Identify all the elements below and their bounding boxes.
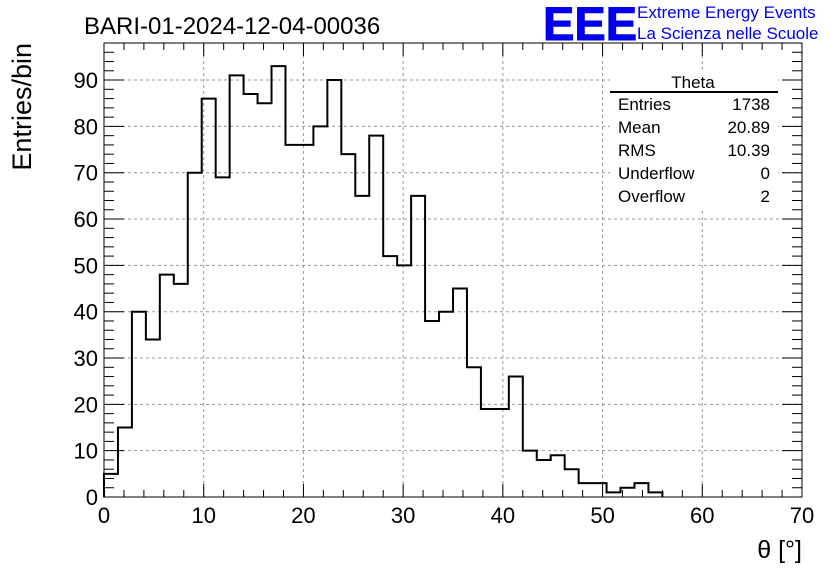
histogram-bin	[593, 483, 607, 497]
x-tick-label: 10	[191, 503, 215, 528]
x-tick-label: 20	[291, 503, 315, 528]
eee-logo: EEE Extreme Energy Events La Scienza nel…	[543, 0, 819, 51]
stats-label: Entries	[618, 95, 671, 114]
x-tick-label: 40	[491, 503, 515, 528]
histogram-bin	[523, 451, 537, 497]
histogram-bin	[341, 154, 355, 497]
y-tick-label: 70	[74, 161, 98, 186]
y-tick-label: 90	[74, 68, 98, 93]
y-tick-label: 60	[74, 207, 98, 232]
histogram-bin	[537, 460, 551, 497]
stats-label: Underflow	[618, 164, 695, 183]
x-tick-label: 60	[690, 503, 714, 528]
stats-title: Theta	[671, 73, 715, 92]
histogram-outline	[103, 65, 664, 497]
histogram-bin	[397, 265, 411, 497]
histogram-bin	[579, 483, 593, 497]
chart-title: BARI-01-2024-12-04-00036	[84, 13, 380, 40]
axis-ticks	[103, 43, 803, 498]
eee-logo-mark: EEE	[543, 0, 637, 50]
x-tick-labels: 0 10 20 30 40 50 60 70	[98, 503, 814, 528]
histogram-bin	[272, 66, 286, 497]
histogram-bin	[104, 474, 118, 497]
histogram-bin	[411, 196, 425, 497]
stats-value: 10.39	[727, 141, 770, 160]
stats-box: Theta Entries 1738 Mean 20.89 RMS 10.39 Underf…	[610, 72, 778, 210]
grid-lines	[104, 43, 802, 497]
x-tick-label: 50	[590, 503, 614, 528]
y-tick-label: 50	[74, 253, 98, 278]
y-tick-label: 80	[74, 114, 98, 139]
stats-value: 20.89	[727, 118, 770, 137]
stats-label: Mean	[618, 118, 661, 137]
histogram-bin	[299, 145, 313, 497]
y-tick-label: 30	[74, 346, 98, 371]
histogram-bin	[160, 275, 174, 497]
histogram-bin	[230, 75, 244, 497]
histogram-bin	[118, 428, 132, 497]
y-axis-label: Entries/bin	[7, 43, 37, 171]
histogram-bin	[285, 145, 299, 497]
histogram-bin	[174, 284, 188, 497]
y-tick-label: 40	[74, 300, 98, 325]
stats-label: RMS	[618, 141, 656, 160]
histogram-bin	[509, 377, 523, 497]
eee-logo-line1: Extreme Energy Events	[637, 3, 816, 22]
stats-value: 1738	[732, 95, 770, 114]
plot-frame	[103, 42, 803, 498]
histogram-bin	[188, 173, 202, 497]
y-tick-label: 0	[86, 485, 98, 510]
histogram-bin	[481, 409, 495, 497]
histogram-bin	[634, 483, 648, 497]
histogram-bin	[453, 289, 467, 497]
histogram-bin	[327, 80, 341, 497]
x-axis-label: θ [°]	[757, 536, 802, 564]
stats-value: 0	[761, 164, 770, 183]
histogram-bin	[425, 321, 439, 497]
x-tick-label: 0	[98, 503, 110, 528]
stats-label: Overflow	[618, 187, 686, 206]
stats-value: 2	[761, 187, 770, 206]
histogram-bin	[565, 469, 579, 497]
histogram-bin	[467, 367, 481, 497]
x-tick-label: 70	[790, 503, 814, 528]
y-tick-label: 10	[74, 439, 98, 464]
eee-logo-line2: La Scienza nelle Scuole	[637, 24, 818, 43]
x-tick-label: 30	[391, 503, 415, 528]
histogram-bin	[369, 136, 383, 497]
histogram-bin	[383, 256, 397, 497]
histogram-bin	[495, 409, 509, 497]
histogram-bin	[258, 103, 272, 497]
y-tick-labels: 0 10 20 30 40 50 60 70 80 90	[74, 68, 98, 510]
histogram-bin	[244, 94, 258, 497]
histogram-bin	[355, 196, 369, 497]
y-tick-label: 20	[74, 392, 98, 417]
histogram-bin	[216, 177, 230, 497]
histogram-bin	[146, 339, 160, 497]
